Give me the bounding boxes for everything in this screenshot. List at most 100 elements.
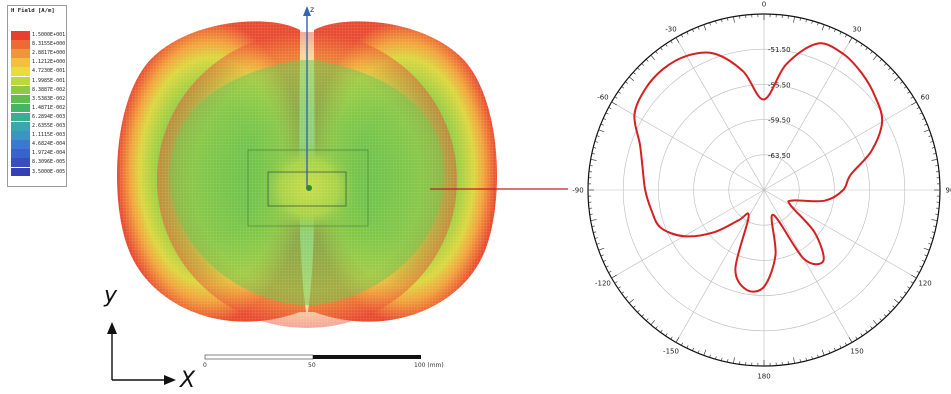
polar-spoke [611,101,765,191]
scale-label-100: 100 (mm) [414,362,444,369]
polar-tick [641,63,645,66]
legend-entry: 1.1115E-003 [11,131,66,140]
legend-swatch [11,94,30,104]
polar-tick [900,296,903,299]
polar-radial-label: -59.50 [768,117,791,125]
legend-swatch [11,85,30,95]
coordinate-axes [107,322,176,385]
polar-tick [892,305,895,308]
polar-tick [911,274,917,279]
polar-tick [621,86,625,89]
polar-tick [617,286,621,289]
legend-value: 4.6824E-004 [32,141,66,148]
legend-value: 3.5000E-005 [32,168,66,175]
polar-tick [903,86,907,89]
polar-tick [799,17,801,21]
polar-tick [655,326,658,329]
legend-value: 2.8817E+000 [32,50,66,57]
legend-swatch [11,140,30,149]
legend-title: H Field [A/m] [11,8,55,14]
polar-tick [903,291,907,294]
legend-swatch [11,31,30,40]
polar-angle-label: 0 [762,1,766,9]
polar-tick [907,91,911,94]
z-axis-label: z [310,5,315,14]
legend-entry: 4.6824E-004 [11,140,66,149]
polar-tick [686,31,689,35]
polar-spoke [763,37,853,191]
polar-tick [675,337,680,343]
polar-tick [600,254,604,257]
polar-tick [834,347,836,351]
legend-swatch [11,112,30,122]
polar-tick [817,22,819,26]
legend-entry: 4.7230E-001 [11,67,66,76]
polar-tick [817,354,819,358]
polar-tick [865,47,868,51]
polar-tick [930,237,934,239]
polar-tick [924,123,928,126]
polar-tick [848,337,853,343]
polar-tick [709,22,711,26]
field-overlay [247,6,568,227]
polar-tick [594,141,598,143]
polar-tick [697,26,700,30]
polar-tick [617,91,621,94]
polar-tick [611,274,617,279]
legend-entry: 8.3096E-005 [11,158,66,167]
polar-tick [821,24,825,31]
polar-tick [660,329,663,333]
polar-tick [916,270,920,273]
polar-tick [603,118,607,120]
legend-swatch [11,167,30,177]
legend-value: 6.2894E-003 [32,113,66,120]
polar-angle-label: -90 [572,187,583,195]
polar-tick [608,107,612,110]
legend-value: 1.5000E+001 [32,32,66,38]
legend-swatch [11,40,30,49]
polar-tick [633,305,636,308]
polar-tick [892,72,895,75]
polar-tick [879,318,882,321]
polar-tick [660,47,663,51]
polar-tick [591,225,595,227]
polar-tick [608,270,612,273]
polar-tick [811,20,813,24]
scale-label-0: 0 [203,362,207,369]
polar-tick [596,243,600,245]
polar-chart: 0 30 60 90 120 150 180 -150 -120 -90 -60 -30 -51.50 -… [572,1,951,381]
polar-tick [873,320,878,326]
polar-tick [593,231,597,233]
polar-tick [670,40,673,44]
polar-tick [923,247,930,251]
polar-tick [873,54,878,60]
polar-tick [907,286,911,289]
polar-angle-label: 90 [946,187,951,195]
polar-tick [834,29,836,33]
polar-tick [611,101,617,106]
polar-tick [633,72,636,75]
legend-entry: 2.8817E+000 [11,49,66,58]
polar-tick [703,349,707,356]
polar-tick [590,159,597,161]
legend-value: 1.1212E+000 [32,59,66,66]
legend-entry: 1.9985E-001 [11,76,66,86]
polar-tick [919,112,923,115]
polar-tick [715,20,717,24]
polar-tick [855,40,858,44]
polar-angle-label: -60 [597,94,608,102]
polar-tick [933,225,937,227]
polar-tick [628,299,634,304]
polar-tick [733,16,735,23]
polar-tick [931,219,938,221]
polar-tick [860,43,863,47]
polar-tick [598,247,605,251]
polar-angle-label: -150 [663,348,679,356]
polar-tick [931,159,938,161]
polar-tick [805,357,807,361]
legend-entry: 1.5000E+001 [11,31,66,40]
scale-bar [204,354,421,360]
polar-tick [703,24,707,31]
polar-tick [637,309,640,313]
polar-tick [811,356,813,360]
